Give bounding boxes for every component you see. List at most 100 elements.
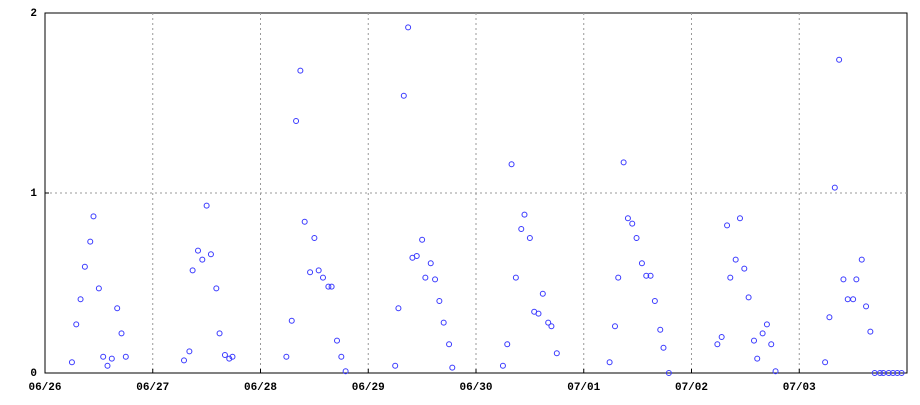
data-point [315,267,322,274]
data-point [325,283,332,290]
data-point [342,368,349,375]
data-point [499,362,506,369]
data-point [180,357,187,364]
data-point [449,364,456,371]
data-point [763,321,770,328]
data-point [611,323,618,330]
data-point [186,348,193,355]
data-point [535,310,542,317]
data-point [539,290,546,297]
data-point [307,269,314,276]
data-point [840,276,847,283]
data-point [189,267,196,274]
data-point [620,159,627,166]
data-point [118,330,125,337]
data-point [216,330,223,337]
data-point [714,341,721,348]
data-point [199,256,206,263]
data-point [624,215,631,222]
data-point [68,359,75,366]
x-tick-label: 06/29 [352,382,385,394]
data-point [629,220,636,227]
data-point [508,161,515,168]
data-point [288,317,295,324]
data-point [122,353,129,360]
data-point [73,321,80,328]
data-point [90,213,97,220]
data-point [647,272,654,279]
data-point [718,334,725,340]
data-point [77,296,84,303]
data-point [548,323,555,330]
data-point [844,296,851,303]
x-tick-label: 06/26 [28,382,61,394]
data-point [203,202,210,209]
x-tick-label: 07/02 [675,382,708,394]
x-tick-label: 07/01 [567,382,600,394]
data-point [195,247,202,254]
y-tick-label: 0 [30,368,37,380]
data-point [422,274,429,281]
data-point [319,274,326,281]
data-point [400,92,407,99]
data-point [643,272,650,279]
data-point [283,353,290,360]
data-point [512,274,519,281]
data-point [741,265,748,272]
data-point [297,67,304,74]
data-point [413,253,420,259]
data-point [665,370,672,376]
data-point [436,298,443,304]
data-point [638,260,645,267]
data-point [889,370,896,376]
data-point [521,211,528,218]
data-point [826,314,833,321]
data-point [657,326,664,333]
x-tick-label: 06/30 [459,382,492,394]
data-point [87,238,94,245]
data-point [836,56,843,63]
x-tick-label: 06/28 [244,382,277,394]
data-point [894,370,901,376]
data-point [867,328,874,335]
data-point [822,359,829,366]
data-point [114,305,121,312]
data-point [831,184,838,191]
data-point [885,370,892,376]
data-point [732,256,739,263]
y-tick-label: 2 [30,8,37,20]
data-point [768,341,775,348]
data-point [293,118,300,124]
data-point [226,355,233,362]
data-point [213,285,220,292]
data-point [427,260,434,267]
data-point [518,226,525,232]
data-point [338,353,345,360]
data-point [392,362,399,369]
data-point [772,368,779,375]
data-point [750,337,757,344]
data-point [858,256,865,263]
data-point [727,274,734,281]
data-point [615,274,622,281]
data-point [853,276,860,283]
data-point [395,305,402,312]
data-point [405,24,412,31]
x-tick-label: 07/03 [783,382,816,394]
data-point [606,359,613,366]
data-point [736,215,743,222]
data-point [100,353,107,360]
data-point [104,362,111,369]
data-point [440,319,447,326]
data-point [724,222,731,229]
y-tick-label: 1 [30,188,37,200]
data-point [328,283,335,290]
data-point [504,341,511,348]
data-point [229,353,236,360]
data-point [95,285,102,292]
data-point [850,296,857,303]
data-point [526,235,533,241]
data-point [81,263,88,270]
data-point [446,341,453,348]
data-point [419,236,426,243]
